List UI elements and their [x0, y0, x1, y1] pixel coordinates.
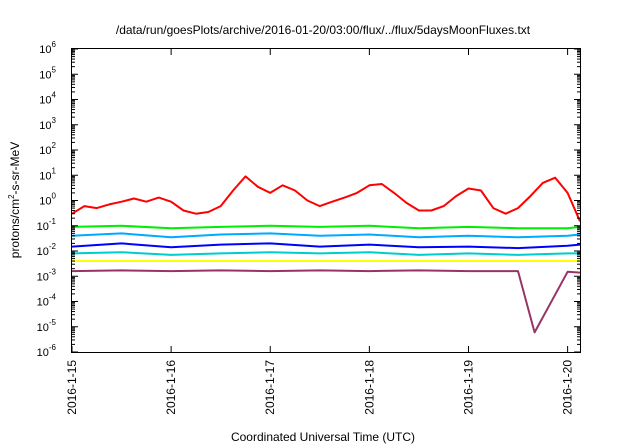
series-line-1 [71, 175, 581, 222]
series-line-7 [71, 269, 581, 334]
series-line-4 [71, 242, 581, 250]
y-tick-label: 100 [39, 192, 56, 208]
y-tick-label: 101 [39, 166, 56, 182]
y-tick-label: 102 [39, 141, 56, 157]
series-line-5 [71, 251, 580, 256]
series-layer [71, 175, 581, 334]
y-tick-label: 105 [39, 65, 56, 81]
y-tick-label: 10-2 [37, 242, 57, 258]
x-axis: 2016-1-15 2016-1-16 2016-1-17 2016-1-18 2016… [65, 49, 575, 415]
x-tick-label: 2016-1-17 [263, 360, 277, 415]
x-tick-label: 2016-1-19 [461, 360, 475, 415]
y-axis-label: protons/cm2-s-sr-MeV [7, 142, 22, 258]
y-tick-label: 10-6 [37, 343, 57, 359]
series-line-2 [71, 224, 581, 230]
y-axis: 10-6 10-5 10-4 10-3 10-2 10-1 100 101 102 103 104 1… [37, 40, 580, 359]
y-tick-label: 104 [39, 91, 56, 107]
y-tick-label: 106 [39, 40, 56, 56]
plot-frame [71, 48, 581, 353]
x-tick-label: 2016-1-16 [164, 360, 178, 415]
x-tick-label: 2016-1-15 [65, 360, 79, 415]
x-tick-label: 2016-1-20 [561, 360, 575, 415]
chart-title: /data/run/goesPlots/archive/2016-01-20/0… [116, 23, 531, 37]
series-line-3 [71, 232, 581, 239]
x-axis-label: Coordinated Universal Time (UTC) [231, 430, 415, 444]
y-tick-label: 103 [39, 116, 56, 132]
y-tick-label: 10-3 [37, 267, 57, 283]
y-tick-label: 10-1 [37, 217, 57, 233]
y-tick-label: 10-5 [37, 318, 57, 334]
y-tick-label: 10-4 [37, 293, 57, 309]
x-tick-label: 2016-1-18 [362, 360, 376, 415]
